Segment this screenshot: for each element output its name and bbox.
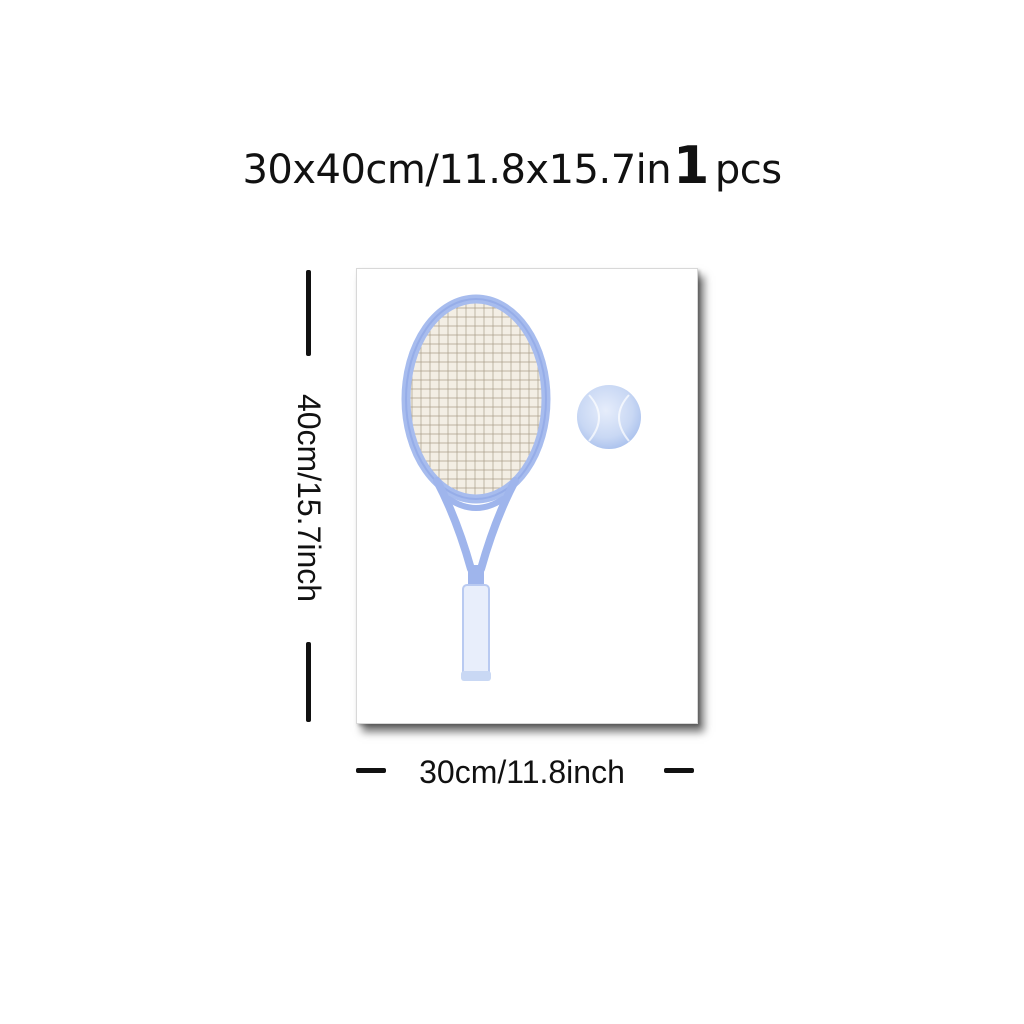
size-text: 30x40cm/11.8x15.7in bbox=[242, 147, 672, 193]
poster-artwork bbox=[401, 294, 641, 681]
height-dimension-line-bottom bbox=[306, 642, 311, 722]
poster-frame bbox=[356, 268, 698, 724]
quantity-number: 1 bbox=[673, 136, 709, 196]
width-dimension-line-right bbox=[664, 768, 694, 773]
width-dimension-label: 30cm/11.8inch bbox=[419, 754, 625, 790]
height-dimension-label: 40cm/15.7inch bbox=[291, 393, 327, 603]
width-dimension-line-left bbox=[356, 768, 386, 773]
product-size-title: 30x40cm/11.8x15.7in1 pcs bbox=[0, 138, 1024, 198]
height-dimension-line-top bbox=[306, 270, 311, 356]
tennis-racket-icon bbox=[401, 294, 551, 681]
quantity-unit: pcs bbox=[714, 147, 782, 193]
tennis-ball-icon bbox=[577, 385, 641, 449]
